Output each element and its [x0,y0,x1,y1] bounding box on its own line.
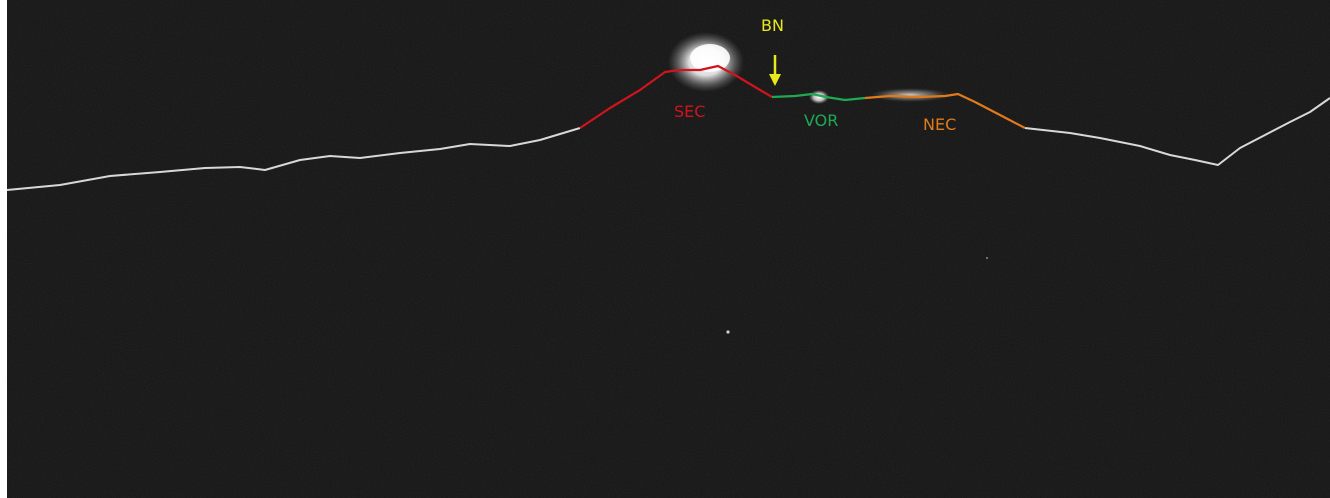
bn-label: BN [761,16,784,35]
sec-crater-outline [579,64,773,129]
nec-crater-outline [864,92,1026,129]
ridge-outline-left [6,127,581,191]
nec-crater-glow [870,88,950,102]
sec-label: SEC [674,102,705,121]
vor-label: VOR [804,111,838,130]
star [986,257,988,259]
nec-label: NEC [923,115,956,134]
vor-crater-outline [771,92,866,102]
arrow-down-icon [769,55,781,86]
star [726,330,730,334]
sensor-noise [7,0,1330,498]
ridge-outline-right [1024,97,1330,166]
sec-crater-glow-core [690,44,730,72]
